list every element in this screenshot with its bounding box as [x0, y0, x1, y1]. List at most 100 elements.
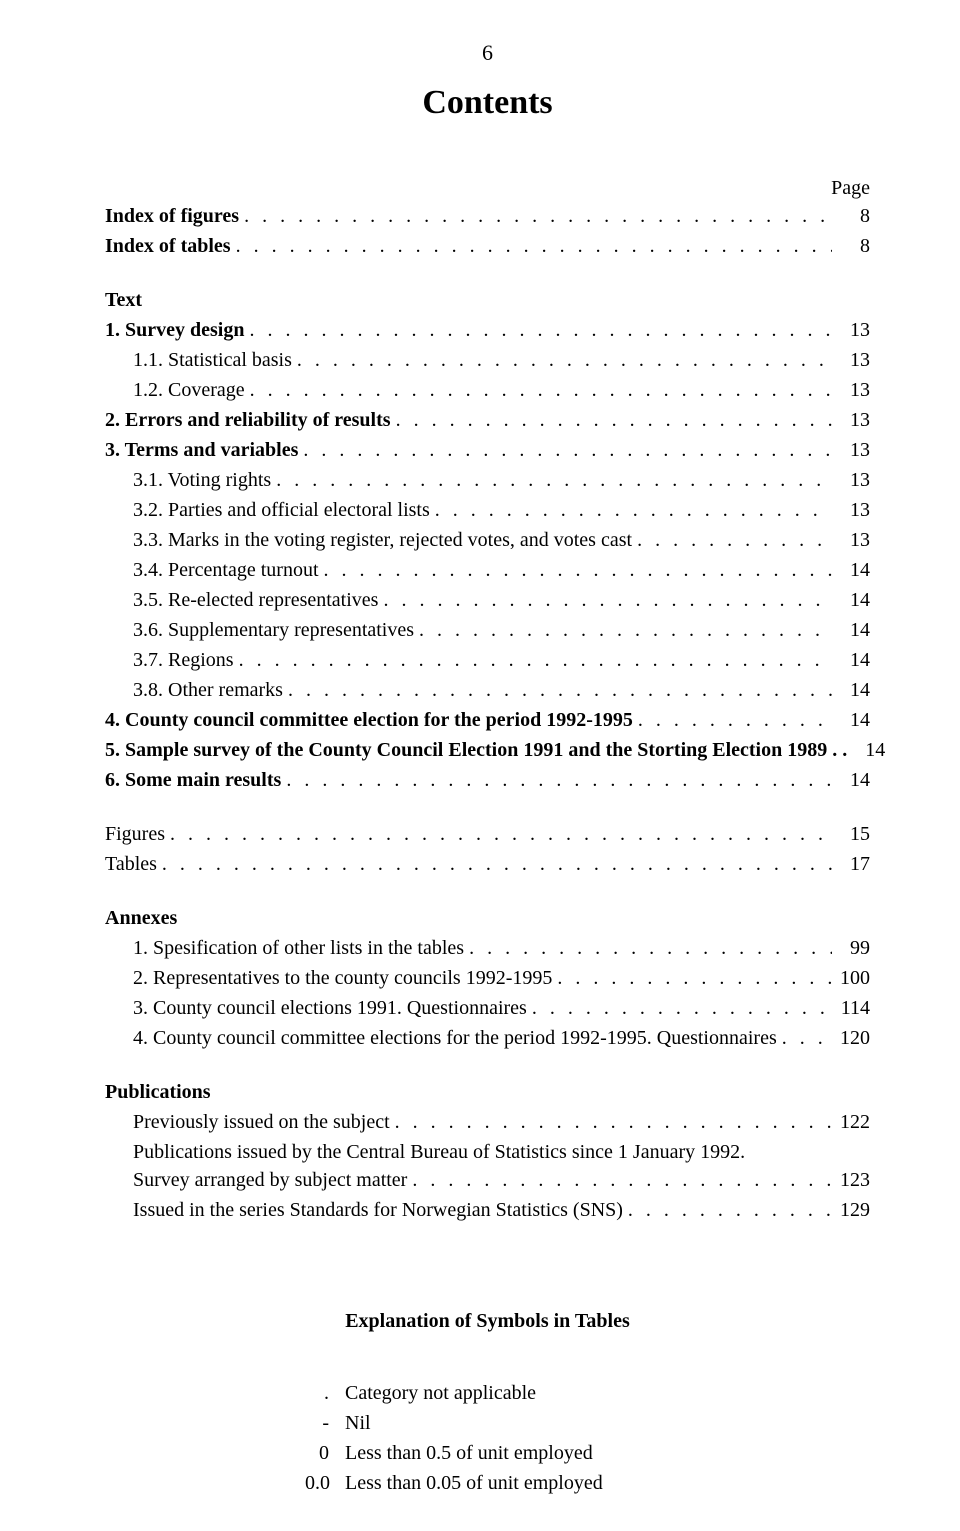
toc-line: 3.4. Percentage turnout. . . . . . . . .… [105, 556, 870, 585]
toc-line: 6. Some main results. . . . . . . . . . … [105, 766, 870, 795]
page-column-header: Page [105, 177, 870, 200]
toc-dots: . . . . . . . . . . . . . . . . . . . . … [234, 646, 832, 675]
toc-line: Publications [105, 1078, 870, 1107]
toc-dots: . . . . . . . . . . . . . . . . . . . . … [292, 346, 832, 375]
toc-page-number: 13 [832, 346, 870, 375]
toc-label: 3.1. Voting rights [105, 466, 271, 495]
toc-dots: . . . . . . . . . . . . . . . . . . . . … [271, 466, 832, 495]
toc-line: 3.8. Other remarks. . . . . . . . . . . … [105, 676, 870, 705]
symbols-value: Less than 0.05 of unit employed [345, 1468, 870, 1498]
toc-label: 3. Terms and variables [105, 436, 298, 465]
toc-text-line: Publications issued by the Central Burea… [105, 1138, 870, 1166]
toc-dots: . . . . . . . . . . . . . . . . . . . . … [245, 376, 832, 405]
page-number: 6 [105, 40, 870, 66]
toc-line: 3.7. Regions. . . . . . . . . . . . . . … [105, 646, 870, 675]
toc-page-number: 99 [832, 934, 870, 963]
symbols-row: -Nil [305, 1408, 870, 1438]
toc-page-number: 123 [832, 1166, 870, 1195]
toc-page-number: 17 [832, 850, 870, 879]
toc-line: Figures. . . . . . . . . . . . . . . . .… [105, 820, 870, 849]
toc-dots: . . . . . . . . . . . . . . . . . . . . … [239, 202, 832, 231]
toc-dots: . . . . . . . . . . . . . . . . . . . . … [165, 820, 832, 849]
section-gap [105, 880, 870, 904]
toc-line: 4. County council committee elections fo… [105, 1024, 870, 1053]
toc-label: Figures [105, 820, 165, 849]
toc-line: 1. Survey design. . . . . . . . . . . . … [105, 316, 870, 345]
toc-line: 3.6. Supplementary representatives. . . … [105, 616, 870, 645]
section-gap [105, 1054, 870, 1078]
toc-line: Index of tables. . . . . . . . . . . . .… [105, 232, 870, 261]
toc-line: 4. County council committee election for… [105, 706, 870, 735]
symbols-value: Less than 0.5 of unit employed [345, 1438, 870, 1468]
toc-label: Tables [105, 850, 157, 879]
symbols-key: - [305, 1408, 345, 1438]
toc-label: 2. Errors and reliability of results [105, 406, 391, 435]
toc-label: Publications [105, 1078, 211, 1107]
toc-dots: . . . . . . . . . . . . . . . . . . . . … [298, 436, 832, 465]
toc-line: 1.1. Statistical basis. . . . . . . . . … [105, 346, 870, 375]
toc-dots: . . . . . . . . . . . . . . . . . . . . … [157, 850, 832, 879]
toc-page-number: 14 [832, 676, 870, 705]
toc-dots: . . . . . . . . . . . . . . . . . . . . … [777, 1024, 832, 1053]
symbols-value: Nil [345, 1408, 870, 1438]
toc-label: Issued in the series Standards for Norwe… [105, 1196, 623, 1225]
toc-dots: . . . . . . . . . . . . . . . . . . . . … [552, 964, 832, 993]
toc-line: Tables. . . . . . . . . . . . . . . . . … [105, 850, 870, 879]
toc-line: Annexes [105, 904, 870, 933]
toc-dots: . . . . . . . . . . . . . . . . . . . . … [527, 994, 832, 1023]
toc-label: 1.2. Coverage [105, 376, 245, 405]
toc-label: Annexes [105, 904, 177, 933]
toc-dots: . . . . . . . . . . . . . . . . . . . . … [231, 232, 832, 261]
symbols-key: 0 [305, 1438, 345, 1468]
toc-page-number: 8 [832, 202, 870, 231]
toc-dots: . . . . . . . . . . . . . . . . . . . . … [281, 766, 832, 795]
toc-container: Index of figures. . . . . . . . . . . . … [105, 202, 870, 1225]
toc-label: Text [105, 286, 142, 315]
symbols-key: 0.0 [305, 1468, 345, 1498]
toc-dots: . . . . . . . . . . . . . . . . . . . . … [632, 526, 832, 555]
section-gap [105, 262, 870, 286]
toc-page-number: 13 [832, 316, 870, 345]
toc-page-number: 14 [832, 556, 870, 585]
toc-dots: . . . . . . . . . . . . . . . . . . . . … [407, 1166, 832, 1195]
toc-page-number: 13 [832, 376, 870, 405]
toc-label: Survey arranged by subject matter [105, 1166, 407, 1195]
toc-line: 2. Representatives to the county council… [105, 964, 870, 993]
toc-dots: . . . . . . . . . . . . . . . . . . . . … [244, 316, 832, 345]
toc-label: 3.5. Re-elected representatives [105, 586, 378, 615]
toc-label: 5. Sample survey of the County Council E… [105, 736, 847, 765]
section-gap [105, 796, 870, 820]
toc-label: 2. Representatives to the county council… [105, 964, 552, 993]
toc-dots: . . . . . . . . . . . . . . . . . . . . … [283, 676, 832, 705]
toc-line: Issued in the series Standards for Norwe… [105, 1196, 870, 1225]
toc-dots: . . . . . . . . . . . . . . . . . . . . … [633, 706, 832, 735]
toc-dots: . . . . . . . . . . . . . . . . . . . . … [414, 616, 832, 645]
toc-page-number: 100 [832, 964, 870, 993]
toc-page-number: 14 [832, 616, 870, 645]
toc-line: 5. Sample survey of the County Council E… [105, 736, 870, 765]
toc-page-number: 14 [847, 736, 885, 765]
toc-label: Previously issued on the subject [105, 1108, 390, 1137]
toc-dots: . . . . . . . . . . . . . . . . . . . . … [623, 1196, 832, 1225]
toc-line: 3. Terms and variables. . . . . . . . . … [105, 436, 870, 465]
symbols-row: 0Less than 0.5 of unit employed [305, 1438, 870, 1468]
toc-line: 3.2. Parties and official electoral list… [105, 496, 870, 525]
toc-page-number: 13 [832, 496, 870, 525]
toc-label: 3.3. Marks in the voting register, rejec… [105, 526, 632, 555]
toc-page-number: 13 [832, 436, 870, 465]
toc-line: Index of figures. . . . . . . . . . . . … [105, 202, 870, 231]
toc-dots: . . . . . . . . . . . . . . . . . . . . … [319, 556, 833, 585]
toc-line: 3.3. Marks in the voting register, rejec… [105, 526, 870, 555]
toc-line: 1.2. Coverage. . . . . . . . . . . . . .… [105, 376, 870, 405]
symbols-table: .Category not applicable-Nil0Less than 0… [305, 1378, 870, 1498]
toc-label: 3.8. Other remarks [105, 676, 283, 705]
toc-line: 3.5. Re-elected representatives. . . . .… [105, 586, 870, 615]
toc-line: Previously issued on the subject. . . . … [105, 1108, 870, 1137]
toc-label: 4. County council committee election for… [105, 706, 633, 735]
toc-line: 3. County council elections 1991. Questi… [105, 994, 870, 1023]
toc-line: 1. Spesification of other lists in the t… [105, 934, 870, 963]
symbols-key: . [305, 1378, 345, 1408]
toc-label: 3.6. Supplementary representatives [105, 616, 414, 645]
toc-page-number: 120 [832, 1024, 870, 1053]
toc-label: 3.7. Regions [105, 646, 234, 675]
